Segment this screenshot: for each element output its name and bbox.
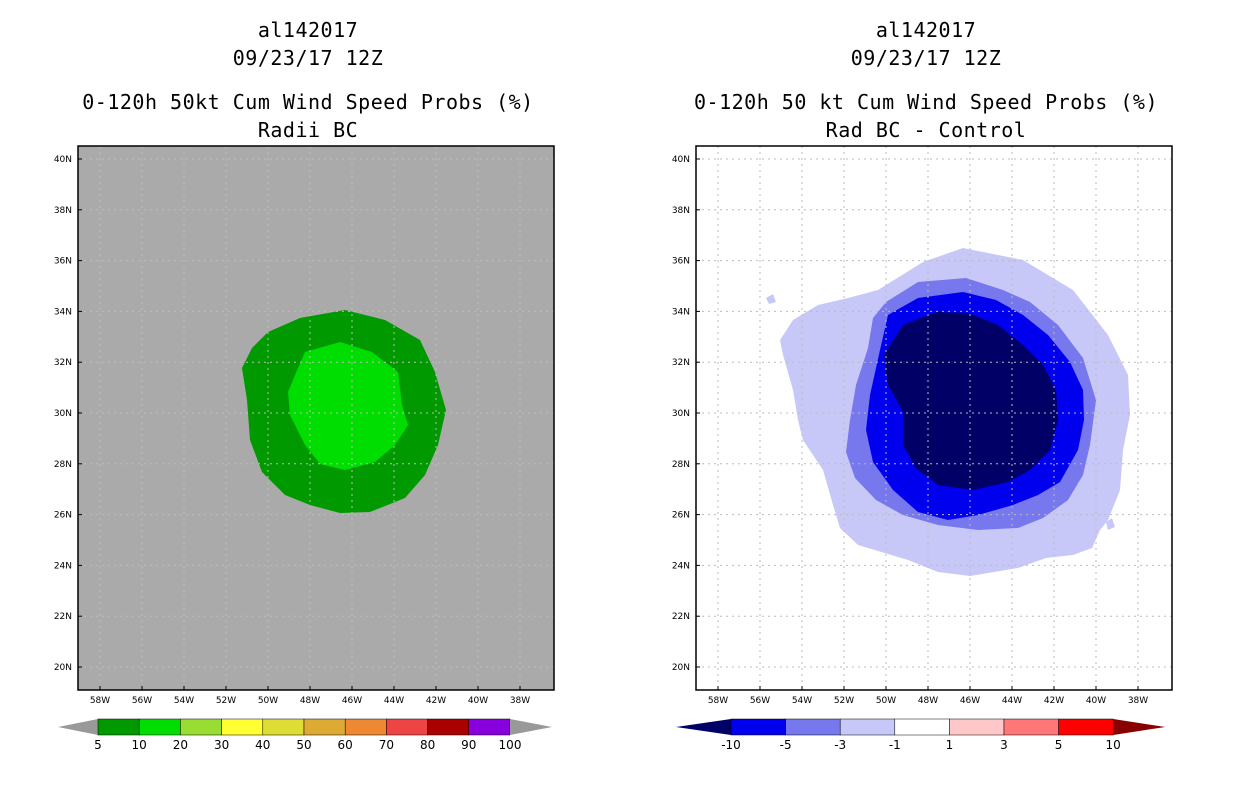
right-colorbar-swatch	[1003, 718, 1059, 736]
left-subtitle: Radii BC	[257, 118, 359, 142]
left-lat-label: 30N	[54, 409, 72, 419]
right-lon-label: 46W	[960, 696, 980, 706]
right-datetime: 09/23/17 12Z	[850, 46, 1002, 70]
left-storm-id: al142017	[257, 18, 359, 42]
right-colorbar-label: 10	[1106, 738, 1121, 752]
left-colorbar-label: 90	[461, 738, 476, 752]
right-lon-label: 40W	[1086, 696, 1106, 706]
right-colorbar-label: -1	[889, 738, 901, 752]
right-lat-label: 32N	[672, 358, 690, 368]
right-lon-label: 38W	[1128, 696, 1148, 706]
left-lon-label: 54W	[174, 696, 194, 706]
right-colorbar-low-arrow	[676, 719, 731, 735]
left-lat-label: 28N	[54, 460, 72, 470]
right-colorbar-label: 3	[1000, 738, 1008, 752]
left-lat-label: 24N	[54, 561, 72, 571]
left-title: 0-120h 50kt Cum Wind Speed Probs (%)	[82, 90, 534, 114]
right-title: 0-120h 50 kt Cum Wind Speed Probs (%)	[693, 90, 1159, 114]
right-lon-label: 44W	[1002, 696, 1022, 706]
left-lon-label: 56W	[132, 696, 152, 706]
left-lon-label: 58W	[90, 696, 110, 706]
right-lon-label: 58W	[708, 696, 728, 706]
left-map: 40N 38N 36N 34N 32N 30N 28N 26N 24N 22N 20N 58W 56W…	[54, 145, 555, 752]
right-storm-id: al142017	[875, 18, 977, 42]
left-colorbar-swatch	[262, 718, 305, 736]
left-lon-label: 40W	[468, 696, 488, 706]
left-colorbar-label: 80	[420, 738, 435, 752]
left-lon-label: 50W	[258, 696, 278, 706]
right-colorbar-label: 1	[946, 738, 954, 752]
right-diff-light-island	[1106, 518, 1115, 530]
left-lat-label: 26N	[54, 511, 72, 521]
left-colorbar-label: 10	[132, 738, 147, 752]
left-colorbar-swatch	[468, 718, 511, 736]
right-subtitle: Rad BC - Control	[825, 118, 1027, 142]
right-lon-label: 52W	[834, 696, 854, 706]
left-colorbar-label: 50	[296, 738, 311, 752]
left-lat-label: 38N	[54, 206, 72, 216]
right-map: 40N 38N 36N 34N 32N 30N 28N 26N 24N 22N 20N 58W 56W…	[672, 145, 1173, 752]
left-colorbar-swatch	[344, 718, 387, 736]
left-colorbar-swatch	[221, 718, 264, 736]
left-colorbar-high-arrow	[510, 719, 552, 735]
right-colorbar-swatch	[785, 718, 841, 736]
right-lon-label: 42W	[1044, 696, 1064, 706]
right-lon-label: 48W	[918, 696, 938, 706]
right-colorbar-swatch	[1058, 718, 1114, 736]
right-lat-label: 30N	[672, 409, 690, 419]
left-colorbar-swatch	[427, 718, 470, 736]
left-lat-label: 20N	[54, 663, 72, 673]
left-datetime: 09/23/17 12Z	[232, 46, 384, 70]
left-lat-label: 22N	[54, 612, 72, 622]
right-lat-label: 28N	[672, 460, 690, 470]
right-colorbar-label: 5	[1055, 738, 1063, 752]
left-lat-label: 40N	[54, 155, 72, 165]
right-lat-label: 34N	[672, 307, 690, 317]
left-colorbar-label: 5	[94, 738, 102, 752]
right-colorbar-swatch	[894, 718, 950, 736]
left-colorbar-label: 30	[214, 738, 229, 752]
right-diff-light-island	[766, 294, 776, 304]
left-colorbar-label: 40	[255, 738, 270, 752]
right-colorbar-label: -5	[780, 738, 792, 752]
right-colorbar-swatch	[949, 718, 1005, 736]
left-colorbar-label: 60	[338, 738, 353, 752]
right-colorbar-swatch	[730, 718, 786, 736]
left-lon-label: 48W	[300, 696, 320, 706]
right-lon-label: 56W	[750, 696, 770, 706]
left-colorbar-label: 20	[173, 738, 188, 752]
right-lat-label: 22N	[672, 612, 690, 622]
right-lat-label: 26N	[672, 511, 690, 521]
left-lon-label: 44W	[384, 696, 404, 706]
right-colorbar-swatch	[839, 718, 896, 736]
left-colorbar-swatch	[97, 718, 140, 736]
right-lon-label: 50W	[876, 696, 896, 706]
right-lon-label: 54W	[792, 696, 812, 706]
right-lat-label: 40N	[672, 155, 690, 165]
left-lon-label: 38W	[510, 696, 530, 706]
left-colorbar-swatch	[138, 718, 181, 736]
right-lat-label: 36N	[672, 257, 690, 267]
left-colorbar-swatch	[180, 718, 222, 736]
left-lon-label: 42W	[426, 696, 446, 706]
left-colorbar-low-arrow	[58, 719, 98, 735]
left-lat-label: 36N	[54, 257, 72, 267]
left-colorbar-label: 100	[499, 738, 522, 752]
left-lat-label: 34N	[54, 307, 72, 317]
right-colorbar-label: -10	[721, 738, 741, 752]
left-colorbar-swatch	[303, 718, 346, 736]
right-colorbar-label: -3	[834, 738, 846, 752]
left-prob-20-area	[288, 342, 408, 470]
left-lat-label: 32N	[54, 358, 72, 368]
right-colorbar-high-arrow	[1113, 719, 1166, 735]
left-lon-label: 52W	[216, 696, 236, 706]
right-lat-label: 38N	[672, 206, 690, 216]
left-colorbar-swatch	[386, 718, 428, 736]
left-lon-label: 46W	[342, 696, 362, 706]
right-lat-label: 20N	[672, 663, 690, 673]
right-lat-label: 24N	[672, 561, 690, 571]
left-colorbar-label: 70	[379, 738, 394, 752]
